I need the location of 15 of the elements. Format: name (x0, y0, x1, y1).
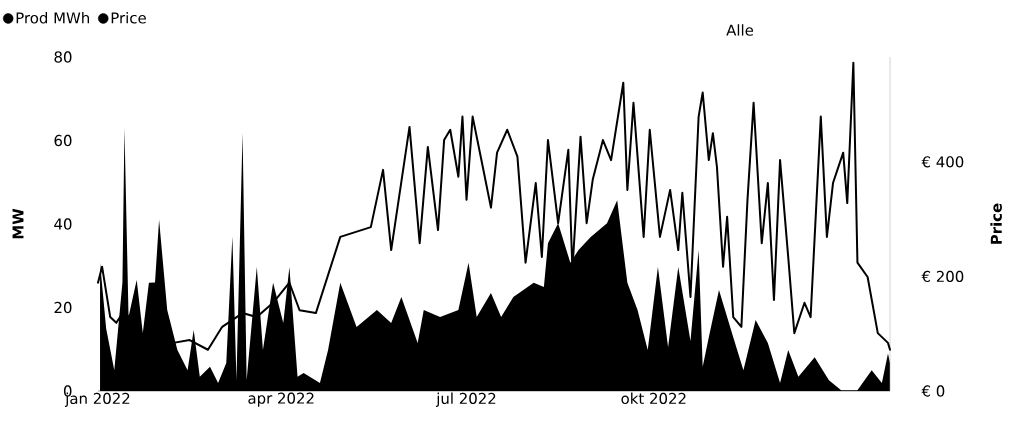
y-tick-label: 60 (54, 134, 72, 147)
x-tick-label: okt 2022 (621, 392, 686, 405)
y-tick-label: 40 (54, 218, 72, 230)
y-axis-title: MW (12, 208, 24, 239)
y2-tick-label: € 0 (921, 385, 945, 397)
y-tick-label: 80 (54, 51, 72, 63)
text: Alle (726, 24, 754, 36)
y2-tick-label: € 200 (921, 270, 964, 283)
x-tick-label: jul 2022 (435, 392, 496, 407)
y-tick-label: 20 (54, 301, 72, 314)
legend-label: Prod MWh (16, 11, 89, 24)
y2-axis-title: Price (990, 203, 1002, 244)
y2-tick-label: € 400 (921, 156, 964, 168)
x-tick-label: apr 2022 (248, 392, 314, 407)
legend-label: Price (111, 11, 146, 24)
